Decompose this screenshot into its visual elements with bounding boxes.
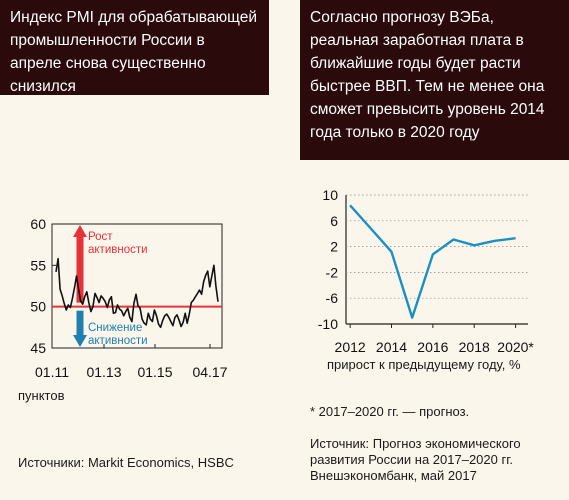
decline-arrow-head	[73, 335, 87, 347]
wage-y-tick-label: 2	[330, 239, 338, 255]
wage-x-tick-label: 2012	[335, 339, 366, 355]
wage-x-tick-label: 2014	[376, 339, 407, 355]
growth-label-line2: активности	[88, 244, 148, 256]
pmi-y-tick-label: 60	[30, 216, 46, 232]
right-chart-title: Согласно прогнозу ВЭБа, реальная заработ…	[300, 0, 569, 160]
left-source: Источники: Markit Economics, HSBC	[18, 455, 234, 470]
pmi-x-tick-label: 04.17	[192, 364, 227, 380]
growth-arrow-head	[73, 225, 87, 237]
left-chart-title: Индекс PMI для обрабатывающей промышленн…	[0, 0, 269, 95]
wage-y-tick-label: -2	[326, 264, 339, 280]
right-footnote: * 2017–2020 гг. — прогноз.	[310, 404, 470, 419]
wage-y-tick-label: -10	[318, 316, 338, 332]
wage-series-line	[349, 204, 516, 319]
left-unit-label: пунктов	[18, 388, 65, 403]
wage-x-tick-label: 2016	[417, 339, 448, 355]
pmi-y-tick-label: 55	[30, 257, 46, 273]
pmi-x-tick-label: 01.15	[137, 364, 172, 380]
wage-x-tick-label: 2020*	[497, 339, 534, 355]
wage-y-tick-label: 6	[330, 213, 338, 229]
wage-x-tick-label: 2018	[459, 339, 490, 355]
pmi-x-tick-label: 01.11	[35, 364, 69, 380]
decline-label-line2: активности	[88, 335, 148, 347]
wage-y-tick-label: -6	[326, 290, 339, 306]
pmi-y-tick-label: 45	[30, 340, 46, 356]
wage-y-tick-label: 10	[322, 187, 338, 203]
pmi-x-tick-label: 01.13	[86, 364, 121, 380]
right-unit-label: прирост к предыдущему году, %	[327, 357, 521, 372]
decline-label-line1: Снижение	[88, 322, 142, 334]
growth-label-line1: Рост	[88, 231, 113, 243]
right-source: Источник: Прогноз экономического развити…	[310, 436, 521, 483]
pmi-y-tick-label: 50	[30, 299, 46, 315]
pmi-plot-frame	[51, 223, 223, 349]
pmi-series-line	[55, 257, 219, 329]
